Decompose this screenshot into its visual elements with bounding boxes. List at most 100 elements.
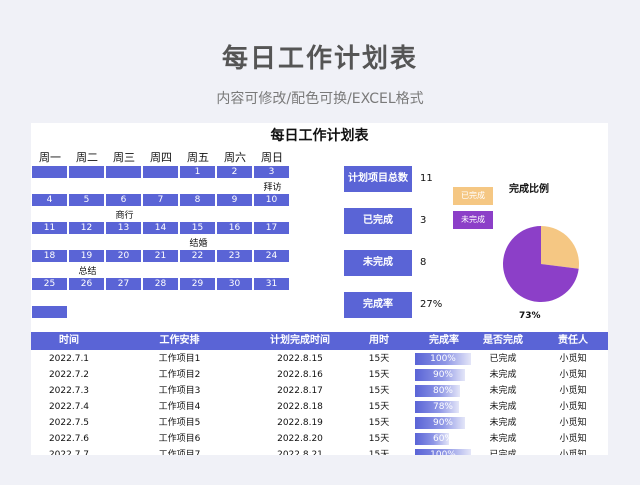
weekday-label: 周六	[224, 151, 246, 164]
pie-slice	[502, 226, 579, 302]
table-cell: 2022.8.21	[277, 450, 323, 455]
progress-bar	[415, 385, 460, 397]
progress-bar	[415, 417, 465, 429]
calendar-day-cell: 4	[32, 194, 67, 206]
table-cell: 小觅知	[559, 418, 587, 428]
table-cell: 已完成	[489, 450, 517, 455]
pie-title: 完成比例	[509, 184, 549, 195]
calendar-day-cell: 12	[69, 222, 104, 234]
stat-label: 已完成	[344, 208, 412, 234]
calendar-day-cell: 29	[180, 278, 215, 290]
calendar-day-cell: 17	[254, 222, 289, 234]
spreadsheet: 每日工作计划表 周一 周二 周三 周四 周五 周六 周日 1 2 3 4 5 6 7 8 9 10 11 12 13 1…	[31, 123, 608, 455]
table-cell: 小觅知	[559, 402, 587, 412]
table-cell: 小觅知	[559, 370, 587, 380]
column-header: 完成率	[429, 335, 459, 346]
table-cell: 2022.7.2	[48, 370, 90, 380]
table-row: 2022.7.5 工作项目5 2022.8.19 15天 90% 未完成 小觅知	[31, 415, 608, 431]
table-cell: 工作项目4	[158, 402, 201, 412]
table-cell: 2022.8.17	[277, 386, 323, 396]
calendar-day-cell	[32, 306, 67, 318]
stat-label: 计划项目总数	[344, 166, 412, 192]
weekday-label: 周三	[113, 151, 135, 164]
calendar-day-cell: 1	[180, 166, 215, 178]
progress-bar	[415, 353, 471, 365]
table-cell: 工作项目1	[158, 354, 201, 364]
table-cell: 工作项目7	[158, 450, 201, 455]
progress-label: 100%	[430, 354, 456, 364]
stat-label: 完成率	[344, 292, 412, 318]
table-cell: 未完成	[489, 386, 517, 396]
table-cell: 2022.8.20	[277, 434, 323, 444]
calendar-day-cell	[69, 166, 104, 178]
progress-bar	[415, 369, 465, 381]
table-cell: 15天	[368, 434, 390, 444]
table-row: 2022.7.2 工作项目2 2022.8.16 15天 90% 未完成 小觅知	[31, 367, 608, 383]
calendar-day-cell: 16	[217, 222, 252, 234]
table-cell: 2022.8.18	[277, 402, 323, 412]
pie-chart: 27%73%	[502, 226, 579, 321]
table-cell: 2022.7.3	[48, 386, 90, 396]
stat-value: 3	[420, 215, 427, 226]
weekday-label: 周日	[261, 151, 283, 164]
table-cell: 未完成	[489, 402, 517, 412]
stat-value: 27%	[420, 299, 443, 310]
column-header: 计划完成时间	[270, 335, 330, 346]
table-cell: 小觅知	[559, 434, 587, 444]
calendar-day-cell: 20	[106, 250, 141, 262]
calendar-day-cell: 15	[180, 222, 215, 234]
weekday-label: 周二	[76, 151, 98, 164]
progress-label: 100%	[430, 450, 456, 455]
pie-slice	[541, 226, 579, 269]
progress-label: 78%	[432, 402, 453, 412]
table-cell: 未完成	[489, 418, 517, 428]
table-cell: 15天	[368, 402, 390, 412]
table-cell: 工作项目5	[158, 418, 201, 428]
calendar-day-cell: 24	[254, 250, 289, 262]
calendar-day-cell: 13	[106, 222, 141, 234]
table-cell: 15天	[368, 386, 390, 396]
table-cell: 2022.7.7	[48, 450, 90, 455]
calendar-note: 总结	[78, 267, 97, 277]
table-cell: 小觅知	[559, 386, 587, 396]
calendar-day-cell: 21	[143, 250, 178, 262]
calendar-day-cell	[32, 166, 67, 178]
table-row: 2022.7.1 工作项目1 2022.8.15 15天 100% 已完成 小觅知	[31, 351, 608, 367]
column-header: 是否完成	[483, 335, 523, 346]
table-row: 2022.7.3 工作项目3 2022.8.17 15天 80% 未完成 小觅知	[31, 383, 608, 399]
calendar-day-cell: 8	[180, 194, 215, 206]
table-row: 2022.7.4 工作项目4 2022.8.18 15天 78% 未完成 小觅知	[31, 399, 608, 415]
calendar-note: 结婚	[189, 239, 208, 249]
progress-label: 90%	[432, 370, 453, 380]
calendar-day-cell: 14	[143, 222, 178, 234]
legend-item: 已完成	[453, 187, 493, 205]
table-cell: 15天	[368, 354, 390, 364]
table-cell: 工作项目3	[158, 386, 201, 396]
progress-bar	[415, 433, 449, 445]
pie-value-label: 73%	[519, 311, 541, 321]
table-cell: 2022.7.4	[48, 402, 90, 412]
calendar-day-cell: 26	[69, 278, 104, 290]
calendar-day-cell: 25	[32, 278, 67, 290]
table-cell: 工作项目6	[158, 434, 201, 444]
progress-bar	[415, 449, 471, 455]
calendar-day-cell: 9	[217, 194, 252, 206]
column-header: 时间	[59, 335, 79, 346]
calendar-day-cell: 18	[32, 250, 67, 262]
calendar-day-cell: 30	[217, 278, 252, 290]
calendar-day-cell: 23	[217, 250, 252, 262]
calendar-day-cell: 31	[254, 278, 289, 290]
table-cell: 2022.8.15	[277, 354, 323, 364]
page-subtitle: 内容可修改/配色可换/EXCEL格式	[216, 91, 424, 107]
page-title: 每日工作计划表	[221, 44, 418, 74]
column-header: 责任人	[558, 335, 588, 346]
table-cell: 15天	[368, 418, 390, 428]
calendar-day-cell	[106, 166, 141, 178]
stat-value: 11	[420, 173, 433, 184]
calendar-day-cell: 19	[69, 250, 104, 262]
calendar-day-cell: 5	[69, 194, 104, 206]
progress-label: 60%	[432, 434, 453, 444]
calendar-day-cell: 6	[106, 194, 141, 206]
calendar-day-cell: 27	[106, 278, 141, 290]
table-row: 2022.7.6 工作项目6 2022.8.20 15天 60% 未完成 小觅知	[31, 431, 608, 447]
